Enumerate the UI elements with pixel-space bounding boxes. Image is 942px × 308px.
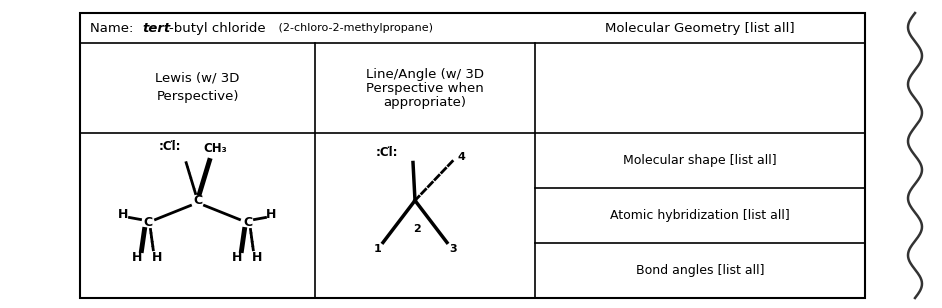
Bar: [80, 13, 865, 298]
Text: Molecular Geometry [list all]: Molecular Geometry [list all]: [605, 22, 795, 34]
Text: appropriate): appropriate): [383, 95, 466, 108]
Text: H: H: [119, 208, 129, 221]
Text: H: H: [267, 208, 277, 221]
Text: Perspective when: Perspective when: [366, 82, 484, 95]
Text: Line/Angle (w/ 3D: Line/Angle (w/ 3D: [366, 67, 484, 80]
Text: C: C: [143, 216, 152, 229]
Text: 3: 3: [449, 244, 457, 253]
Text: :Cl̈:: :Cl̈:: [158, 140, 181, 153]
Text: H: H: [153, 251, 163, 264]
Text: (2-chloro-2-methylpropane): (2-chloro-2-methylpropane): [275, 23, 433, 33]
Text: Atomic hybridization [list all]: Atomic hybridization [list all]: [610, 209, 790, 222]
Text: tert: tert: [142, 22, 171, 34]
Text: :Cl̈:: :Cl̈:: [376, 146, 398, 159]
Text: Molecular shape [list all]: Molecular shape [list all]: [624, 154, 777, 167]
Text: Name:: Name:: [90, 22, 142, 34]
Text: Bond angles [list all]: Bond angles [list all]: [636, 264, 764, 277]
Text: Perspective): Perspective): [156, 90, 238, 103]
Text: C: C: [243, 216, 252, 229]
Text: H: H: [252, 251, 263, 264]
Text: 2: 2: [414, 224, 421, 233]
Text: C: C: [193, 194, 203, 207]
Text: CH₃: CH₃: [203, 142, 227, 155]
Text: 4: 4: [457, 152, 465, 161]
Text: Lewis (w/ 3D: Lewis (w/ 3D: [155, 71, 239, 84]
Text: H: H: [233, 251, 243, 264]
Text: H: H: [132, 251, 142, 264]
Text: -butyl chloride: -butyl chloride: [169, 22, 266, 34]
Text: 1: 1: [374, 244, 382, 253]
